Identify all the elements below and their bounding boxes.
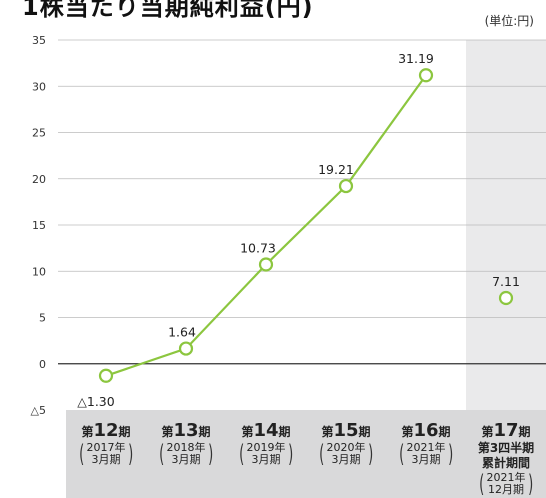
category-band-highlight bbox=[466, 410, 546, 498]
data-point bbox=[178, 341, 194, 356]
y-tick-label: 10 bbox=[32, 265, 46, 278]
y-tick-label: 5 bbox=[39, 312, 46, 325]
y-tick-label: 35 bbox=[32, 34, 46, 47]
data-label-extra: 7.11 bbox=[492, 274, 520, 289]
category-period: (2021年 12月期) bbox=[479, 470, 533, 498]
y-tick-label: △5 bbox=[31, 404, 46, 417]
data-point bbox=[258, 257, 274, 272]
data-label: △1.30 bbox=[77, 394, 114, 409]
data-point-extra bbox=[498, 290, 514, 306]
category-band bbox=[66, 410, 466, 498]
data-label: 10.73 bbox=[240, 240, 276, 255]
data-point bbox=[98, 368, 114, 383]
series-line bbox=[105, 74, 427, 377]
category-title: 第13期 bbox=[161, 420, 211, 441]
category-label: 第16期(2021年 3月期) bbox=[386, 420, 466, 468]
category-subtitle: 第3四半期 bbox=[477, 441, 535, 455]
category-period: (2020年 3月期) bbox=[319, 440, 373, 468]
unit-label: (単位:円) bbox=[484, 14, 534, 28]
category-label: 第12期(2017年 3月期) bbox=[66, 420, 146, 468]
data-label: 31.19 bbox=[398, 51, 434, 66]
y-tick-label: 20 bbox=[32, 173, 46, 186]
y-tick-label: 30 bbox=[32, 80, 46, 93]
category-subtitle: 累計期間 bbox=[481, 456, 530, 470]
category-label: 第15期(2020年 3月期) bbox=[306, 420, 386, 468]
category-period: (2021年 3月期) bbox=[399, 440, 453, 468]
data-label: 1.64 bbox=[168, 325, 196, 340]
category-title: 第17期 bbox=[481, 420, 531, 441]
data-point bbox=[418, 68, 434, 83]
category-period: (2019年 3月期) bbox=[239, 440, 293, 468]
category-label: 第13期(2018年 3月期) bbox=[146, 420, 226, 468]
category-title: 第15期 bbox=[321, 420, 371, 441]
category-title: 第12期 bbox=[81, 420, 131, 441]
category-period: (2018年 3月期) bbox=[159, 440, 213, 468]
data-label: 19.21 bbox=[318, 162, 354, 177]
y-tick-label: 15 bbox=[32, 219, 46, 232]
category-title: 第14期 bbox=[241, 420, 291, 441]
category-period: (2017年 3月期) bbox=[79, 440, 133, 468]
y-tick-label: 25 bbox=[32, 127, 46, 140]
category-label: 第14期(2019年 3月期) bbox=[226, 420, 306, 468]
category-label: 第17期 第3四半期 累計期間(2021年 12月期) bbox=[466, 420, 546, 498]
data-point bbox=[338, 178, 354, 194]
category-title: 第16期 bbox=[401, 420, 451, 441]
y-tick-label: 0 bbox=[39, 358, 46, 371]
chart-title: 1株当たり当期純利益(円) bbox=[22, 0, 314, 21]
